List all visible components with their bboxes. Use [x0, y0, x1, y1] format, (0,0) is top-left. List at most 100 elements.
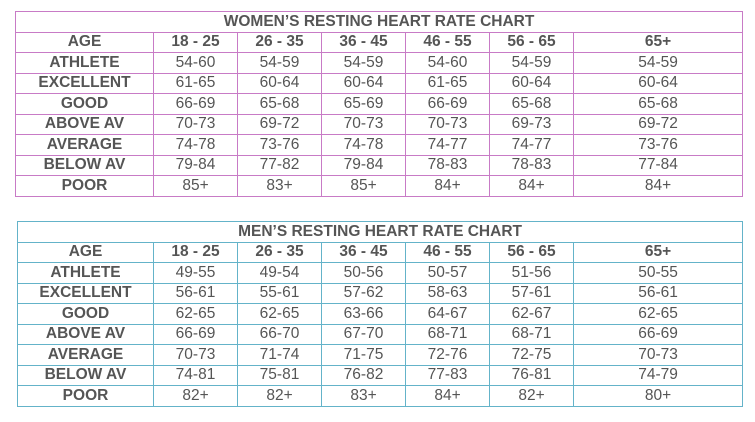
table-cell: 70-73 [153, 113, 238, 135]
table-cell: 84+ [572, 175, 744, 197]
table-cell: 63-66 [321, 303, 406, 325]
womens-chart-title: WOMEN’S RESTING HEART RATE CHART [14, 11, 744, 33]
table-cell: 71-75 [321, 344, 406, 366]
table-row: GOOD 62-65 62-65 63-66 64-67 62-67 62-65 [17, 303, 744, 325]
row-label: EXCELLENT [15, 72, 154, 94]
table-cell: 68-71 [405, 323, 490, 345]
table-row: ATHLETE 49-55 49-54 50-56 50-57 51-56 50… [17, 262, 744, 284]
table-cell: 54-60 [153, 52, 238, 74]
header-cell: 36 - 45 [321, 241, 406, 263]
table-cell: 57-62 [321, 282, 406, 304]
table-cell: 82+ [489, 385, 574, 407]
header-cell: 26 - 35 [237, 31, 322, 53]
table-cell: 74-78 [153, 134, 238, 156]
table-cell: 65-68 [572, 93, 744, 115]
table-cell: 71-74 [237, 344, 322, 366]
table-cell: 66-69 [405, 93, 490, 115]
table-cell: 77-84 [572, 154, 744, 176]
mens-chart-title: MEN’S RESTING HEART RATE CHART [16, 221, 744, 243]
row-label: GOOD [17, 303, 154, 325]
table-cell: 69-72 [572, 113, 744, 135]
table-cell: 55-61 [237, 282, 322, 304]
table-cell: 70-73 [321, 113, 406, 135]
table-cell: 82+ [153, 385, 238, 407]
table-cell: 84+ [405, 385, 490, 407]
table-cell: 57-61 [489, 282, 574, 304]
table-cell: 74-78 [321, 134, 406, 156]
table-cell: 77-82 [237, 154, 322, 176]
row-label: AVERAGE [15, 134, 154, 156]
row-label: GOOD [15, 93, 154, 115]
table-cell: 79-84 [153, 154, 238, 176]
table-row: EXCELLENT 61-65 60-64 60-64 61-65 60-64 … [15, 72, 744, 94]
header-cell: 65+ [572, 241, 744, 263]
table-cell: 78-83 [489, 154, 574, 176]
table-cell: 61-65 [405, 72, 490, 94]
table-cell: 66-69 [572, 323, 744, 345]
header-cell: 18 - 25 [153, 241, 238, 263]
row-label: ATHLETE [15, 52, 154, 74]
table-row: ABOVE AV 66-69 66-70 67-70 68-71 68-71 6… [17, 323, 744, 345]
table-cell: 64-67 [405, 303, 490, 325]
table-cell: 56-61 [153, 282, 238, 304]
table-cell: 54-60 [405, 52, 490, 74]
table-row: ABOVE AV 70-73 69-72 70-73 70-73 69-73 6… [15, 113, 744, 135]
mens-header-row: AGE 18 - 25 26 - 35 36 - 45 46 - 55 56 -… [17, 241, 744, 263]
table-row: AVERAGE 74-78 73-76 74-78 74-77 74-77 73… [15, 134, 744, 156]
table-cell: 56-61 [572, 282, 744, 304]
table-cell: 66-70 [237, 323, 322, 345]
table-row: AVERAGE 70-73 71-74 71-75 72-76 72-75 70… [17, 344, 744, 366]
header-cell: 46 - 55 [405, 241, 490, 263]
row-label: ABOVE AV [17, 323, 154, 345]
table-cell: 62-65 [153, 303, 238, 325]
header-cell: 56 - 65 [489, 241, 574, 263]
table-row: GOOD 66-69 65-68 65-69 66-69 65-68 65-68 [15, 93, 744, 115]
row-label: POOR [15, 175, 154, 197]
table-row: EXCELLENT 56-61 55-61 57-62 58-63 57-61 … [17, 282, 744, 304]
table-cell: 73-76 [237, 134, 322, 156]
table-cell: 50-55 [572, 262, 744, 284]
row-label: AVERAGE [17, 344, 154, 366]
table-cell: 70-73 [405, 113, 490, 135]
table-cell: 62-67 [489, 303, 574, 325]
table-cell: 73-76 [572, 134, 744, 156]
table-cell: 66-69 [153, 93, 238, 115]
table-cell: 74-81 [153, 364, 238, 386]
table-cell: 67-70 [321, 323, 406, 345]
table-cell: 72-76 [405, 344, 490, 366]
row-label: POOR [17, 385, 154, 407]
table-cell: 60-64 [237, 72, 322, 94]
row-label: BELOW AV [17, 364, 154, 386]
table-cell: 68-71 [489, 323, 574, 345]
table-cell: 77-83 [405, 364, 490, 386]
womens-header-row: AGE 18 - 25 26 - 35 36 - 45 46 - 55 56 -… [15, 31, 744, 53]
table-cell: 62-65 [572, 303, 744, 325]
table-cell: 65-68 [489, 93, 574, 115]
table-row: ATHLETE 54-60 54-59 54-59 54-60 54-59 54… [15, 52, 744, 74]
table-cell: 80+ [572, 385, 744, 407]
womens-heart-rate-table: WOMEN’S RESTING HEART RATE CHART AGE 18 … [14, 11, 744, 197]
header-cell: AGE [17, 241, 154, 263]
row-label: ATHLETE [17, 262, 154, 284]
table-cell: 69-73 [489, 113, 574, 135]
table-cell: 85+ [153, 175, 238, 197]
table-cell: 74-79 [572, 364, 744, 386]
table-cell: 50-57 [405, 262, 490, 284]
table-cell: 61-65 [153, 72, 238, 94]
table-cell: 75-81 [237, 364, 322, 386]
table-cell: 85+ [321, 175, 406, 197]
table-cell: 60-64 [321, 72, 406, 94]
table-cell: 65-68 [237, 93, 322, 115]
row-label: BELOW AV [15, 154, 154, 176]
mens-heart-rate-table: MEN’S RESTING HEART RATE CHART AGE 18 - … [16, 221, 744, 407]
table-cell: 83+ [321, 385, 406, 407]
table-cell: 70-73 [153, 344, 238, 366]
table-cell: 70-73 [572, 344, 744, 366]
table-cell: 78-83 [405, 154, 490, 176]
header-cell: 46 - 55 [405, 31, 490, 53]
table-cell: 54-59 [572, 52, 744, 74]
table-cell: 84+ [489, 175, 574, 197]
row-label: EXCELLENT [17, 282, 154, 304]
table-cell: 84+ [405, 175, 490, 197]
table-cell: 79-84 [321, 154, 406, 176]
